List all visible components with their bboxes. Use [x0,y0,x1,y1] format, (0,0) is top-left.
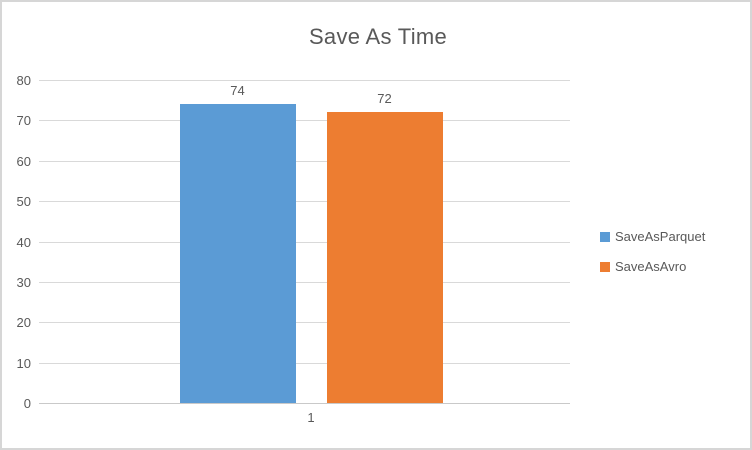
gridline [39,160,570,162]
plot-area: 0 10 20 30 40 50 60 70 80 74 72 1 [17,74,570,425]
gridline [39,362,570,364]
y-axis-tick-label: 30 [16,274,31,290]
gridline [39,322,570,324]
bar-saveasavro [326,112,443,403]
y-axis-tick-label: 10 [16,355,31,371]
bar-data-label: 74 [230,83,245,99]
y-axis-tick-label: 0 [23,396,31,411]
gridline [39,201,570,203]
gridline [39,281,570,283]
legend-swatch-saveasparquet [600,231,610,242]
legend-item-saveasavro: SaveAsAvro [600,259,705,274]
legend-label-saveasavro: SaveAsAvro [615,259,687,274]
y-axis-tick-label: 20 [16,315,31,331]
gridline [39,241,570,243]
y-axis-tick-label: 80 [16,73,31,88]
bar-data-label: 72 [377,91,392,107]
legend-label-saveasparquet: SaveAsParquet [615,229,706,244]
gridline [39,80,570,81]
chart-title: Save As Time [308,24,448,49]
gridline [39,120,570,122]
y-axis-tick-label: 70 [16,113,31,129]
x-axis-category-label: 1 [307,410,315,425]
bar-saveasparquet [179,104,296,403]
y-axis-tick-label: 60 [16,153,31,169]
legend-item-saveasparquet: SaveAsParquet [600,229,705,244]
legend-swatch-saveasavro [600,261,610,272]
legend: SaveAsParquet SaveAsAvro [600,229,705,274]
y-axis-tick-label: 40 [16,234,31,250]
y-axis-tick-label: 50 [16,194,31,210]
x-axis-line [39,403,570,404]
